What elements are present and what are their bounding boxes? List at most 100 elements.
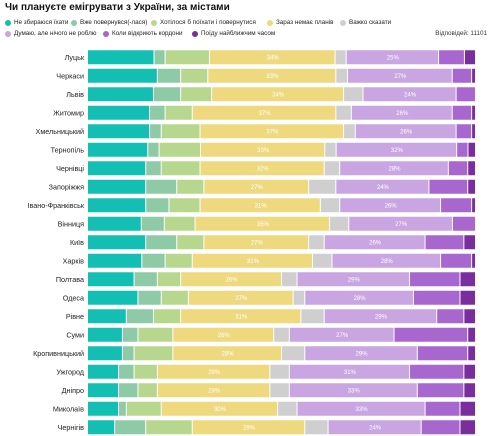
bar-segment [88, 253, 142, 268]
bar-segment [349, 216, 452, 231]
bar-segment [394, 327, 468, 342]
bar-segment [320, 198, 340, 213]
bar-segment [460, 290, 475, 305]
data-label: 33% [266, 74, 279, 80]
bar-segment [165, 253, 192, 268]
bar-segment [88, 50, 154, 65]
bar-segment [472, 105, 475, 120]
legend-item-6: Коли відкриють кордони [103, 30, 183, 37]
legend-item-4: Важко сказати [340, 19, 391, 26]
legend-item-2: Хотілося б поїхати і повернутися [151, 19, 256, 26]
data-label: 33% [257, 148, 270, 154]
bar-segment [452, 216, 475, 231]
bar-segment [88, 179, 146, 194]
bar-segment [309, 179, 336, 194]
bar-segment [293, 290, 305, 305]
bar-segment [363, 87, 456, 102]
bar-segment [142, 253, 165, 268]
data-label: 35% [257, 222, 270, 228]
data-label: 32% [257, 166, 270, 172]
data-label: 27% [235, 296, 248, 302]
bar-segment [429, 179, 468, 194]
data-label: 26% [400, 129, 413, 135]
data-label: 26% [396, 111, 409, 117]
legend-swatch [5, 19, 11, 26]
data-label: 26% [369, 240, 382, 246]
bar-segment [278, 401, 297, 416]
legend-swatch [151, 19, 157, 26]
responses-count: Відповідей: 11101 [435, 30, 487, 37]
bar-segment [464, 50, 475, 65]
bar-segment [344, 87, 363, 102]
bar-segment [181, 68, 208, 83]
bar-segment [468, 346, 475, 361]
bar-segment [200, 161, 324, 176]
category-label: Львів [66, 90, 84, 99]
bar-segment [181, 272, 281, 287]
bar-segment [88, 235, 146, 250]
category-label: Вінниця [58, 219, 84, 228]
data-label: 34% [272, 92, 285, 98]
chart-title: Чи плануєте емігрувати з України, за міс… [5, 2, 230, 13]
data-label: 29% [243, 425, 256, 431]
bar-segment [351, 105, 452, 120]
bar-segment [161, 124, 200, 139]
category-label: Ужгород [56, 367, 84, 376]
bar-segment [164, 216, 195, 231]
bar-segment [88, 105, 150, 120]
data-label: 31% [344, 370, 357, 376]
bar-segment [126, 309, 153, 324]
bar-segment [88, 420, 115, 435]
bar-segment [204, 235, 309, 250]
data-label: 24% [369, 425, 382, 431]
bar-segment [150, 105, 165, 120]
legend-label: Важко сказати [349, 19, 392, 26]
bar-segment [457, 142, 468, 157]
legend-item-7: Поїду найближчим часом [192, 30, 275, 37]
bar-segment [119, 401, 126, 416]
data-label: 29% [356, 351, 369, 357]
bar-segment [88, 142, 148, 157]
legend-swatch [340, 19, 346, 26]
bar-segment [309, 235, 324, 250]
bar-segment [88, 309, 126, 324]
bar-segment [88, 272, 134, 287]
bar-segment [157, 383, 270, 398]
bar-segment [355, 124, 456, 139]
category-label: Житомир [53, 108, 84, 117]
bar-segment [456, 87, 475, 102]
bar-segment [88, 68, 157, 83]
bar-segment [324, 235, 425, 250]
data-label: 29% [348, 277, 361, 283]
bar-segment [413, 290, 460, 305]
legend-label: Поїду найближчим часом [201, 30, 276, 37]
data-label: 28% [381, 259, 394, 265]
bar-segment [425, 235, 464, 250]
bar-segment [192, 253, 313, 268]
bar-segment [146, 420, 192, 435]
category-label: Одеса [63, 293, 84, 302]
bar-segment [138, 327, 173, 342]
bar-segment [468, 179, 475, 194]
bar-segment [282, 346, 305, 361]
bar-segment [448, 161, 468, 176]
bar-segment [439, 50, 464, 65]
category-label: Київ [70, 238, 84, 247]
category-label: Полтава [56, 275, 84, 284]
bar-segment [150, 124, 161, 139]
bar-segment [138, 383, 157, 398]
data-label: 28% [354, 296, 367, 302]
bar-segment [417, 383, 464, 398]
bar-segment [297, 272, 410, 287]
bar-segment [201, 142, 325, 157]
bar-segment [173, 327, 274, 342]
bar-segment [305, 290, 413, 305]
bar-segment [177, 235, 204, 250]
bar-segment [410, 272, 460, 287]
bar-segment [165, 50, 209, 65]
bar-segment [441, 253, 472, 268]
bar-segment [88, 383, 119, 398]
bar-segment [325, 142, 336, 157]
bar-segment [270, 383, 289, 398]
